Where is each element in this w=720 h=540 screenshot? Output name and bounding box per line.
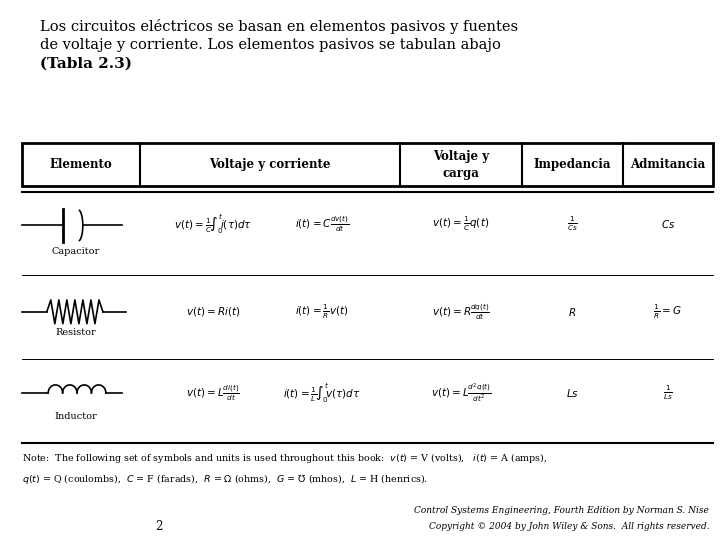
Text: $i(t)=C\frac{dv(t)}{dt}$: $i(t)=C\frac{dv(t)}{dt}$ (294, 214, 349, 234)
Text: $v(t)=Ri(t)$: $v(t)=Ri(t)$ (186, 305, 240, 319)
Text: Voltaje y: Voltaje y (433, 150, 489, 163)
Text: Admitancia: Admitancia (630, 158, 706, 171)
Text: $v(t)=L\frac{di(t)}{dt}$: $v(t)=L\frac{di(t)}{dt}$ (186, 383, 240, 403)
Text: $i(t)=\frac{1}{R}v(t)$: $i(t)=\frac{1}{R}v(t)$ (295, 302, 348, 321)
Text: Control Systems Engineering, Fourth Edition by Norman S. Nise: Control Systems Engineering, Fourth Edit… (414, 506, 709, 515)
Text: Resistor: Resistor (55, 328, 96, 337)
Text: $Cs$: $Cs$ (660, 218, 675, 230)
Text: Impedancia: Impedancia (534, 158, 611, 171)
Text: $q(t)$ = Q (coulombs),  $C$ = F (farads),  $R$ = $\Omega$ (ohms),  $G$ = $\mho$ : $q(t)$ = Q (coulombs), $C$ = F (farads),… (22, 472, 428, 487)
Text: Elemento: Elemento (50, 158, 112, 171)
Text: $v(t)=\frac{1}{C}\!\int_0^t\!i(\tau)d\tau$: $v(t)=\frac{1}{C}\!\int_0^t\!i(\tau)d\ta… (174, 212, 252, 235)
Text: $\frac{1}{Cs}$: $\frac{1}{Cs}$ (567, 214, 578, 233)
Text: Voltaje y corriente: Voltaje y corriente (210, 158, 330, 171)
Text: Los circuitos eléctricos se basan en elementos pasivos y fuentes: Los circuitos eléctricos se basan en ele… (40, 19, 518, 34)
Text: Capacitor: Capacitor (51, 247, 100, 256)
Text: $Ls$: $Ls$ (566, 387, 579, 399)
Text: 2: 2 (155, 520, 162, 533)
Text: $\frac{1}{R}=G$: $\frac{1}{R}=G$ (654, 302, 682, 321)
Text: Copyright © 2004 by John Wiley & Sons.  All rights reserved.: Copyright © 2004 by John Wiley & Sons. A… (428, 522, 709, 531)
Text: de voltaje y corriente. Los elementos pasivos se tabulan abajo: de voltaje y corriente. Los elementos pa… (40, 38, 500, 52)
Text: $v(t)=\frac{1}{C}q(t)$: $v(t)=\frac{1}{C}q(t)$ (432, 214, 490, 233)
Text: $R$: $R$ (568, 306, 577, 318)
Text: $v(t)=R\frac{dq(t)}{dt}$: $v(t)=R\frac{dq(t)}{dt}$ (432, 302, 490, 322)
Text: $\frac{1}{Ls}$: $\frac{1}{Ls}$ (663, 383, 672, 402)
Text: (Tabla 2.3): (Tabla 2.3) (40, 57, 132, 71)
Text: Note:  The following set of symbols and units is used throughout this book:  $v(: Note: The following set of symbols and u… (22, 451, 547, 465)
Bar (22, 143, 713, 186)
Text: $v(t)=L\frac{d^2q(t)}{dt^2}$: $v(t)=L\frac{d^2q(t)}{dt^2}$ (431, 382, 491, 404)
Text: carga: carga (442, 167, 480, 180)
Text: $i(t)=\frac{1}{L}\!\int_0^t\!v(\tau)d\tau$: $i(t)=\frac{1}{L}\!\int_0^t\!v(\tau)d\ta… (283, 381, 361, 404)
Text: Inductor: Inductor (54, 411, 97, 421)
